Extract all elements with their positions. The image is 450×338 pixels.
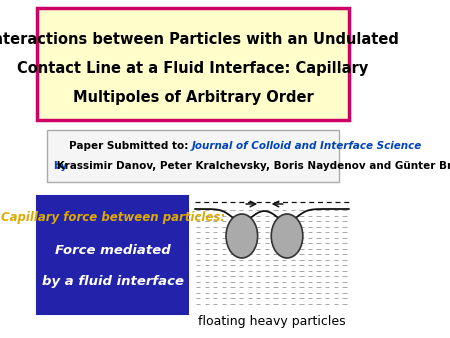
Text: Contact Line at a Fluid Interface: Capillary: Contact Line at a Fluid Interface: Capil… xyxy=(18,61,369,76)
Text: floating heavy particles: floating heavy particles xyxy=(198,315,346,329)
Text: Interactions between Particles with an Undulated: Interactions between Particles with an U… xyxy=(0,32,399,47)
FancyBboxPatch shape xyxy=(47,130,339,182)
Circle shape xyxy=(271,214,303,258)
Circle shape xyxy=(226,214,257,258)
Text: by: by xyxy=(53,161,68,171)
Text: Paper Submitted to:: Paper Submitted to: xyxy=(68,141,192,151)
Text: Force mediated: Force mediated xyxy=(55,244,171,258)
FancyBboxPatch shape xyxy=(37,196,188,314)
Text: Multipoles of Arbitrary Order: Multipoles of Arbitrary Order xyxy=(72,90,313,105)
Text: Krassimir Danov, Peter Kralchevsky, Boris Naydenov and Günter Brenn: Krassimir Danov, Peter Kralchevsky, Bori… xyxy=(53,161,450,171)
Text: Capillary force between particles:: Capillary force between particles: xyxy=(0,212,225,224)
Text: Journal of Colloid and Interface Science: Journal of Colloid and Interface Science xyxy=(192,141,422,151)
FancyBboxPatch shape xyxy=(195,196,349,305)
FancyBboxPatch shape xyxy=(37,8,349,120)
Text: by a fluid interface: by a fluid interface xyxy=(42,274,184,288)
